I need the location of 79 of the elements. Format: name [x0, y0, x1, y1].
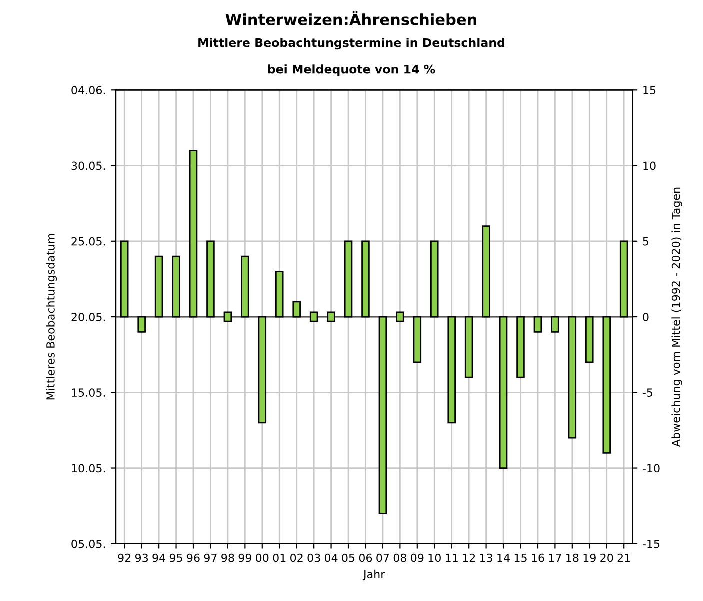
x-tick-label: 14: [498, 554, 510, 562]
y2-tick-label: 0: [643, 313, 649, 322]
x-tick-label: 92: [118, 554, 131, 562]
x-tick-label: 19: [584, 554, 596, 562]
x-tick-label: 96: [187, 554, 200, 562]
x-tick-label: 09: [411, 554, 424, 562]
bar: [154, 256, 164, 318]
y-tick-label: 25.05.: [72, 237, 106, 246]
bar: [344, 240, 353, 318]
x-tick-label: 06: [359, 554, 372, 562]
bar: [224, 312, 232, 322]
x-tick-label: 05: [342, 554, 355, 562]
bar: [172, 256, 180, 318]
x-tick-label: 15: [514, 554, 527, 562]
x-tick-label: 08: [394, 554, 406, 562]
bar: [568, 316, 577, 439]
bar: [620, 240, 628, 318]
bar: [551, 316, 560, 333]
x-tick-label: 04: [324, 554, 338, 562]
bar: [241, 256, 250, 318]
x-tick-label: 94: [152, 554, 166, 562]
bar: [482, 226, 490, 318]
y2-tick-label: 5: [643, 238, 649, 246]
y2-tick-label: -15: [642, 540, 660, 548]
bar: [138, 316, 146, 333]
bar: [464, 316, 474, 378]
y-tick-label: 05.05.: [72, 540, 106, 548]
chart-title: Winterweizen:Ährenschieben: [226, 11, 476, 26]
x-tick-label: 17: [549, 554, 562, 562]
x-tick-label: 98: [222, 554, 234, 562]
text: Mittlere Beobachtungstermine in Deutschland bei Meldequote von 14 %: [198, 38, 505, 76]
bar: [413, 316, 422, 364]
x-tick-label: 00: [256, 554, 269, 562]
x-tick-label: 95: [170, 554, 182, 562]
y2-tick-label: 10: [644, 162, 656, 170]
x-tick-label: 10: [428, 554, 441, 562]
x-tick-label: 13: [480, 554, 492, 562]
y-tick-label: 20.05.: [72, 313, 106, 322]
y-tick-label: 30.05.: [72, 162, 106, 170]
bar: [120, 240, 129, 318]
bar: [292, 301, 301, 318]
bar: [189, 150, 198, 318]
x-tick-label: 97: [204, 554, 217, 562]
bar: [448, 316, 456, 424]
x-tick-label: 16: [532, 554, 544, 562]
bar: [310, 312, 318, 322]
bar: [499, 316, 508, 469]
bar: [362, 240, 370, 318]
y2-axis-title: Abweichung vom Mittel (1992 - 2020) in Tagen: [672, 188, 682, 448]
y-tick-label: 10.05.: [72, 464, 106, 473]
y-tick-label: 15.05.: [72, 388, 106, 398]
bar: [327, 312, 336, 322]
x-tick-label: 12: [463, 554, 476, 562]
bar: [534, 316, 542, 333]
bar: [206, 240, 215, 318]
bar: [602, 316, 612, 454]
y2-tick-label: -5: [642, 388, 653, 398]
bar: [275, 270, 284, 318]
x-tick-label: 21: [618, 554, 630, 562]
x-tick-label: 02: [290, 554, 303, 562]
x-tick-label: 20: [600, 554, 614, 562]
x-tick-label: 11: [446, 554, 458, 562]
x-tick-label: 01: [273, 554, 286, 562]
x-tick-label: 03: [308, 554, 320, 562]
x-axis-title: Jahr: [362, 570, 386, 581]
x-tick-label: 07: [376, 554, 390, 562]
y2-tick-label: 15: [644, 86, 656, 95]
bar: [396, 312, 404, 322]
y2-tick-label: -10: [642, 464, 660, 473]
x-tick-label: 18: [566, 554, 579, 562]
y-axis-title: Mittleres Beobachtungsdatum: [46, 234, 58, 400]
bar: [586, 316, 594, 364]
y-tick-label: 04.06.: [72, 86, 106, 95]
x-tick-label: 93: [135, 554, 148, 562]
bar: [258, 316, 267, 424]
bar: [378, 316, 388, 514]
x-tick-label: 99: [238, 554, 252, 562]
bar: [430, 240, 439, 318]
bar: [516, 316, 525, 378]
